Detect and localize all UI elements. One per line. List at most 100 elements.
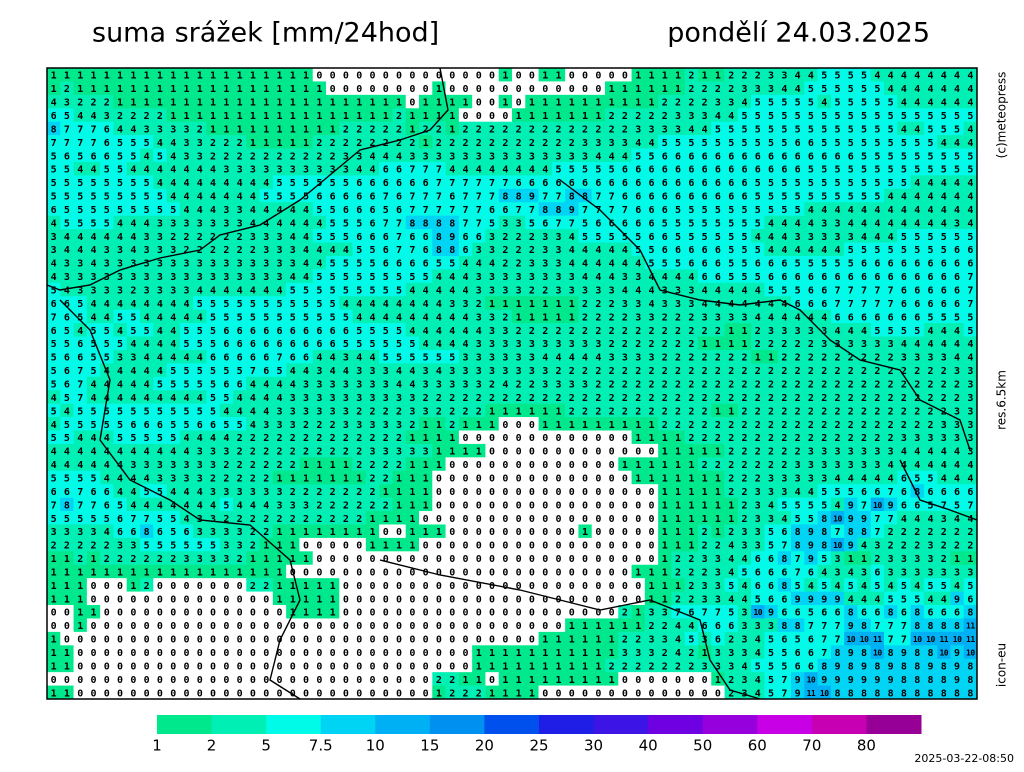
precip-value: 3 (276, 500, 282, 511)
precip-value: 2 (861, 380, 867, 391)
precip-value: 6 (529, 178, 535, 189)
precip-value: 2 (197, 232, 203, 243)
precip-value: 2 (728, 420, 734, 431)
precip-value: 3 (502, 218, 508, 229)
precip-value: 5 (77, 420, 83, 431)
precip-value: 6 (888, 259, 894, 270)
precip-value: 2 (662, 393, 668, 404)
precip-cell (339, 121, 353, 136)
precip-value: 5 (330, 259, 336, 270)
precip-value: 6 (715, 151, 721, 162)
precip-value: 4 (888, 84, 894, 95)
precip-value: 5 (927, 124, 933, 135)
precip-cell (193, 81, 207, 96)
precip-value: 4 (117, 218, 123, 229)
precip-value: 3 (529, 151, 535, 162)
precip-value: 0 (582, 500, 588, 511)
precip-value: 2 (356, 487, 362, 498)
precip-cell (910, 108, 925, 123)
precip-value: 3 (502, 326, 508, 337)
precip-value: 3 (888, 447, 894, 458)
precip-value: 3 (449, 366, 455, 377)
precip-value: 3 (648, 124, 654, 135)
precip-value: 5 (861, 71, 867, 82)
precip-value: 4 (954, 178, 960, 189)
precip-value: 3 (316, 366, 322, 377)
precip-value: 1 (330, 124, 336, 135)
precip-value: 2 (595, 393, 601, 404)
precip-value: 3 (157, 124, 163, 135)
precip-cell (591, 108, 606, 123)
precip-value: 2 (396, 406, 402, 417)
precip-value: 6 (795, 165, 801, 176)
precip-value: 4 (369, 353, 375, 364)
precip-value: 4 (436, 272, 442, 283)
precip-value: 3 (622, 272, 628, 283)
precip-cell (724, 81, 739, 96)
precip-value: 2 (781, 447, 787, 458)
precip-value: 0 (569, 487, 575, 498)
precip-value: 5 (51, 192, 57, 203)
precip-cell (551, 135, 566, 149)
precip-value: 6 (662, 151, 668, 162)
precip-cell (432, 135, 446, 149)
precip-value: 1 (622, 98, 628, 109)
precip-value: 4 (635, 138, 641, 149)
precip-value: 6 (675, 192, 681, 203)
precip-value: 5 (688, 232, 694, 243)
precip-value: 4 (223, 192, 229, 203)
precip-value: 1 (157, 98, 163, 109)
precip-value: 4 (542, 353, 548, 364)
precip-value: 7 (888, 299, 894, 310)
precip-cell (126, 94, 141, 109)
precip-cell (764, 81, 779, 96)
precip-value: 1 (688, 500, 694, 511)
precip-cell (963, 108, 978, 123)
precip-value: 3 (263, 245, 269, 256)
precip-value: 5 (303, 299, 309, 310)
precip-cell (219, 81, 234, 96)
precip-cell (512, 81, 526, 96)
precip-value: 4 (967, 473, 973, 484)
precip-value: 4 (768, 312, 774, 323)
precip-cell (458, 135, 473, 149)
precip-value: 2 (741, 420, 747, 431)
precip-value: 3 (808, 460, 814, 471)
precip-value: 6 (781, 165, 787, 176)
precip-value: 3 (821, 460, 827, 471)
precip-value: 6 (316, 326, 322, 337)
precip-cell (923, 81, 938, 96)
precip-value: 2 (130, 286, 136, 297)
precip-value: 4 (144, 500, 150, 511)
precip-value: 2 (675, 366, 681, 377)
precip-value: 4 (197, 312, 203, 323)
precip-value: 6 (250, 326, 256, 337)
precip-value: 5 (834, 192, 840, 203)
precip-value: 1 (290, 541, 296, 552)
precip-value: 2 (702, 527, 708, 538)
precip-value: 4 (821, 205, 827, 216)
precip-value: 7 (967, 272, 973, 283)
precip-value: 3 (423, 406, 429, 417)
precip-value: 2 (316, 447, 322, 458)
precip-value: 5 (223, 393, 229, 404)
precip-value: 4 (197, 192, 203, 203)
precip-value: 5 (276, 312, 282, 323)
precip-value: 5 (144, 541, 150, 552)
precip-value: 1 (197, 98, 203, 109)
precip-value: 2 (356, 447, 362, 458)
precip-value: 5 (104, 165, 110, 176)
precip-value: 4 (330, 245, 336, 256)
precip-value: 7 (476, 178, 482, 189)
precip-value: 1 (648, 460, 654, 471)
precip-value: 3 (383, 366, 389, 377)
precip-value: 1 (409, 124, 415, 135)
precip-value: 5 (967, 312, 973, 323)
precip-value: 2 (462, 393, 468, 404)
precip-value: 1 (675, 527, 681, 538)
precip-value: 3 (303, 500, 309, 511)
precip-value: 1 (569, 312, 575, 323)
precip-value: 0 (582, 514, 588, 525)
precip-value: 4 (967, 84, 973, 95)
precip-value: 3 (462, 151, 468, 162)
